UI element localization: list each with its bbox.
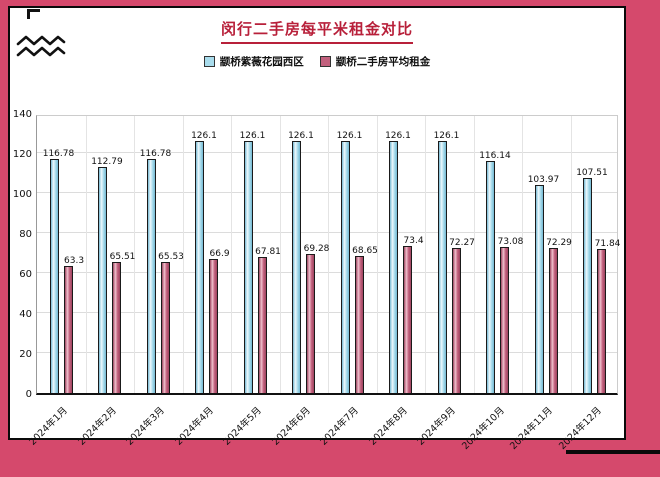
bar-series2-2024年5月	[257, 257, 267, 393]
bar-series1-2024年11月	[534, 185, 544, 393]
value-label: 126.1	[191, 130, 217, 141]
value-label: 72.29	[546, 238, 572, 249]
value-label: 116.14	[479, 150, 511, 161]
legend-label: 颛桥二手房平均租金	[335, 56, 431, 68]
h-gridline	[37, 232, 617, 233]
bar-series2-2024年3月	[160, 261, 170, 393]
v-gridline	[279, 116, 281, 393]
y-tick-label: 100	[12, 189, 32, 200]
v-gridline	[425, 116, 426, 393]
bar-series2-2024年12月	[597, 249, 607, 393]
bar-series2-2024年6月	[306, 254, 316, 393]
value-label: 126.1	[288, 130, 314, 141]
bar-series2-2024年8月	[403, 246, 413, 393]
value-label: 73.08	[497, 236, 524, 247]
chart-card: 闵行二手房每平米租金对比 颛桥紫薇花园西区 颛桥二手房平均租金 116.78 112…	[8, 6, 626, 452]
bar-series2-2024年7月	[354, 255, 364, 393]
y-tick-label: 120	[12, 149, 32, 160]
chart-title-row: 闵行二手房每平米租金对比	[10, 18, 624, 44]
h-gridline	[37, 312, 617, 313]
chart-legend: 颛桥紫薇花园西区 颛桥二手房平均租金	[10, 54, 624, 69]
bar-series2-2024年10月	[500, 246, 510, 393]
y-tick-label: 140	[12, 109, 32, 120]
chart-title: 闵行二手房每平米租金对比	[220, 18, 413, 44]
v-gridline	[376, 116, 378, 393]
corner-mark	[27, 9, 40, 19]
value-label: 116.78	[42, 149, 75, 160]
h-gridline	[37, 272, 617, 273]
bar-series1-2024年3月	[146, 159, 156, 393]
plot-area: 116.78 112.79 116.78 126.1 126.1 126.1 126.1 12…	[36, 115, 620, 395]
value-label: 66.9	[209, 249, 230, 260]
v-gridline	[570, 116, 572, 393]
y-tick-label: 60	[19, 269, 32, 280]
bar-series1-2024年4月	[195, 140, 205, 393]
legend-swatch-icon	[319, 56, 331, 67]
value-label: 69.28	[303, 244, 330, 255]
bar-series1-2024年10月	[486, 160, 496, 393]
y-tick-label: 0	[25, 389, 32, 400]
v-gridline	[134, 116, 135, 393]
value-label: 67.81	[255, 247, 281, 258]
value-label: 126.1	[433, 130, 460, 141]
legend-label: 颛桥紫薇花园西区	[219, 56, 304, 68]
v-gridline	[473, 116, 475, 393]
bar-series1-2024年2月	[98, 167, 108, 393]
y-tick-label: 80	[19, 229, 32, 240]
bar-series1-2024年12月	[583, 177, 593, 393]
value-label: 126.1	[385, 130, 411, 141]
h-gridline	[37, 192, 617, 193]
v-gridline	[522, 116, 523, 393]
bar-series1-2024年8月	[389, 140, 399, 393]
value-label: 73.4	[403, 236, 424, 247]
y-tick-label: 20	[19, 349, 32, 360]
legend-item-1: 颛桥二手房平均租金	[319, 54, 431, 69]
value-label: 126.1	[239, 130, 266, 141]
h-gridline	[37, 352, 617, 353]
value-label: 72.27	[449, 238, 475, 249]
value-label: 63.3	[64, 256, 85, 267]
bar-series1-2024年7月	[340, 140, 350, 393]
bar-series1-2024年5月	[243, 140, 253, 393]
value-label: 116.78	[139, 149, 172, 160]
v-gridline	[328, 116, 329, 393]
wave-logo-icon	[16, 35, 66, 57]
bar-series1-2024年1月	[49, 159, 59, 393]
legend-item-0: 颛桥紫薇花园西区	[203, 54, 304, 69]
value-label: 107.51	[576, 167, 608, 178]
value-label: 65.53	[158, 251, 184, 262]
v-gridline	[182, 116, 184, 393]
bar-series2-2024年4月	[209, 259, 219, 393]
legend-swatch-icon	[203, 56, 215, 67]
y-tick-label: 40	[19, 309, 32, 320]
v-gridline	[231, 116, 232, 393]
bottom-accent-line	[566, 450, 660, 454]
bar-series2-2024年2月	[112, 261, 122, 393]
bar-series2-2024年1月	[63, 266, 73, 393]
h-gridline	[37, 152, 617, 153]
value-label: 103.97	[527, 175, 560, 186]
value-label: 65.51	[109, 251, 136, 262]
value-label: 71.84	[594, 239, 621, 250]
bar-series2-2024年11月	[548, 248, 558, 393]
bar-series1-2024年6月	[292, 140, 302, 393]
value-label: 68.65	[352, 245, 378, 256]
bar-series2-2024年9月	[451, 248, 461, 393]
value-label: 126.1	[336, 130, 363, 141]
v-gridline	[85, 116, 87, 393]
value-label: 112.79	[91, 157, 123, 168]
bar-series1-2024年9月	[437, 140, 447, 393]
page-background: { "page": { "title": "闵行二手房每平米租金对比", "ba…	[8, 6, 660, 454]
